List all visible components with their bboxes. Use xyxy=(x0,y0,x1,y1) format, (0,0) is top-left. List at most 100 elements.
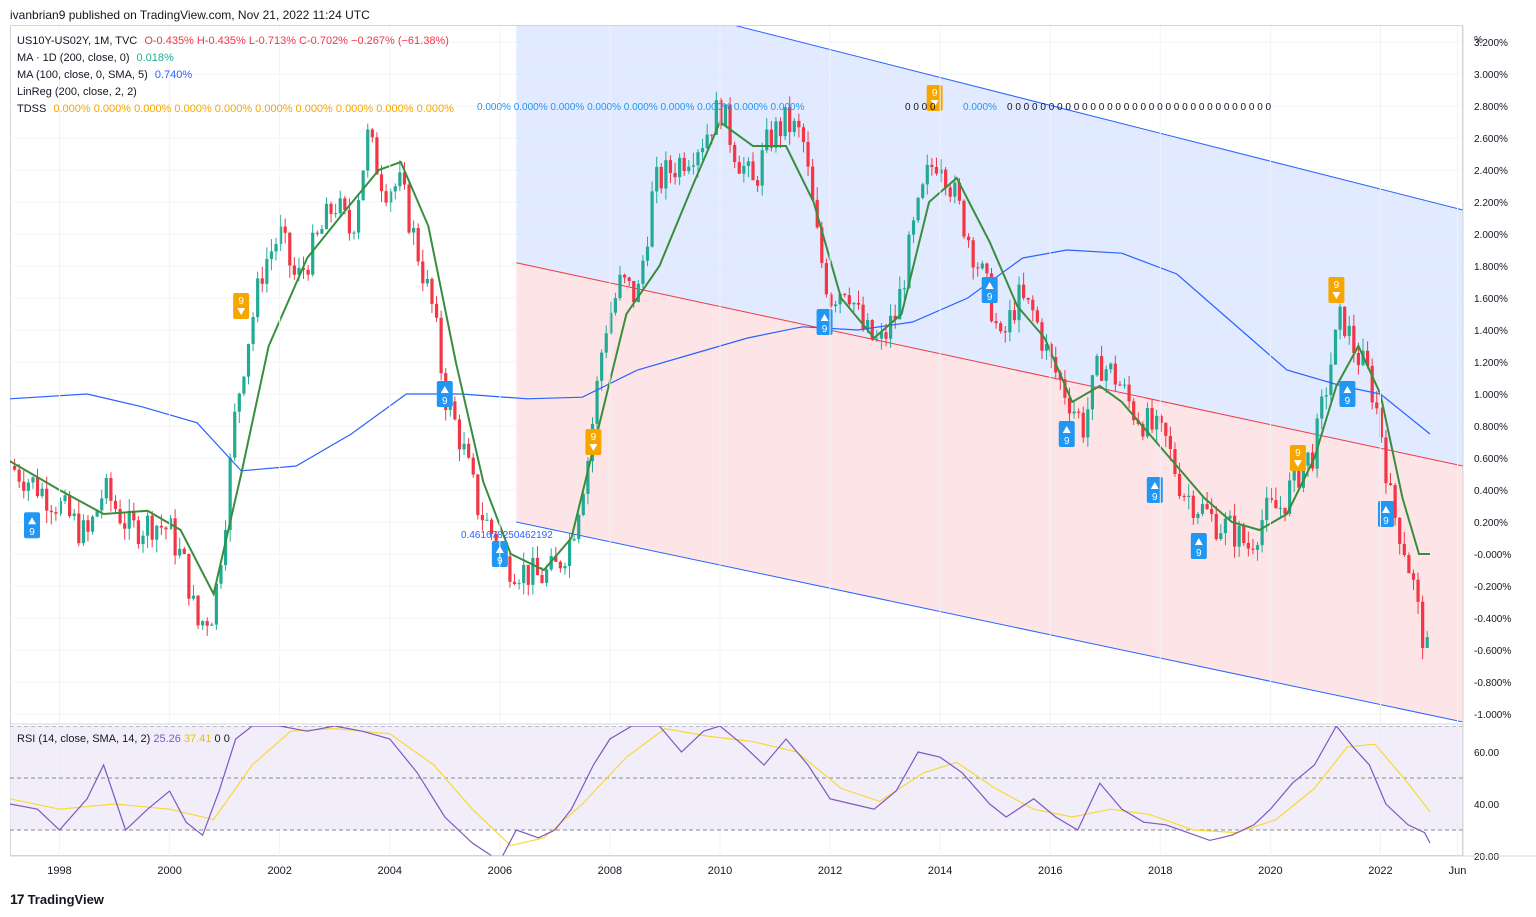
candle-body xyxy=(201,621,205,626)
candle-body xyxy=(558,561,562,569)
candle-body xyxy=(650,191,654,247)
candle-body xyxy=(86,520,90,532)
candle-body xyxy=(1040,322,1044,351)
tdss-marker-label: 9 xyxy=(987,292,993,303)
candle-body xyxy=(178,548,182,556)
tradingview-brand[interactable]: 17 TradingView xyxy=(10,891,104,907)
candle-body xyxy=(1168,435,1172,450)
candle-body xyxy=(439,317,443,374)
candle-body xyxy=(742,165,746,174)
candle-body xyxy=(393,186,397,192)
time-axis-tick: 2006 xyxy=(488,865,512,877)
legend-linreg-row[interactable]: LinReg (200, close, 2, 2) xyxy=(17,84,454,101)
rsi-legend[interactable]: RSI (14, close, SMA, 14, 2) 25.26 37.41 … xyxy=(17,733,230,745)
candle-body xyxy=(123,523,127,529)
candle-body xyxy=(352,232,356,234)
candle-body xyxy=(866,320,870,330)
candle-body xyxy=(1237,525,1241,547)
candle-body xyxy=(1008,310,1012,333)
candle-body xyxy=(540,575,544,583)
tdss-marker-label: 9 xyxy=(1064,436,1070,447)
legend-ma2-row[interactable]: MA (100, close, 0, SMA, 5) 0.740% xyxy=(17,67,454,84)
candle-body xyxy=(861,304,865,330)
candle-body xyxy=(1099,355,1104,381)
candle-body xyxy=(1352,325,1356,354)
tdss-marker-label: 9 xyxy=(442,396,448,407)
candle-body xyxy=(1228,515,1232,519)
candle-body xyxy=(338,198,342,214)
ohlc-open: O-0.435% xyxy=(144,35,194,47)
candle-body xyxy=(1384,437,1388,484)
candle-body xyxy=(109,477,113,501)
publisher-line: ivanbrian9 published on TradingView.com,… xyxy=(10,8,370,22)
legend-ma1-row[interactable]: MA · 1D (200, close, 0) 0.018% xyxy=(17,50,454,67)
candle-body xyxy=(531,557,535,585)
tdss-marker-label: 9 xyxy=(932,88,938,99)
candle-body xyxy=(1095,355,1099,376)
tdss-marker-sell xyxy=(585,429,602,455)
rsi-name: RSI (14, close, SMA, 14, 2) xyxy=(17,733,151,745)
candle-body xyxy=(820,227,824,264)
candle-body xyxy=(600,352,604,381)
candle-body xyxy=(1118,384,1122,386)
price-axis-tick: 2.800% xyxy=(1474,102,1508,113)
candle-body xyxy=(1278,507,1283,509)
tdss-marker-arrow xyxy=(985,282,994,289)
candle-body xyxy=(522,564,526,584)
candle-body xyxy=(655,166,659,192)
candle-body xyxy=(852,302,856,305)
candle-body xyxy=(1393,485,1397,518)
candle-body xyxy=(237,393,241,412)
candle-body xyxy=(430,278,434,304)
candle-body xyxy=(453,401,457,420)
candle-body xyxy=(90,516,95,532)
legend-tdss-row[interactable]: TDSS 0.000% 0.000% 0.000% 0.000% 0.000% 0… xyxy=(17,101,454,118)
candle-body xyxy=(155,525,159,540)
candle-body xyxy=(545,569,549,583)
candle-body xyxy=(1210,508,1214,514)
candle-body xyxy=(1425,637,1429,648)
main-pane: 999999999999999 xyxy=(10,26,1463,722)
candle-body xyxy=(1067,397,1072,414)
candle-body xyxy=(1411,573,1416,580)
candle-body xyxy=(343,198,347,210)
candle-body xyxy=(1182,496,1186,498)
candle-body xyxy=(508,556,512,582)
channel-upper-fill xyxy=(516,26,1463,466)
tdss-marker-buy xyxy=(981,277,998,303)
candle-body xyxy=(159,525,163,528)
candle-body xyxy=(1035,310,1039,323)
candle-body xyxy=(1370,365,1374,403)
candle-body xyxy=(687,166,691,172)
time-axis-tick: 2002 xyxy=(267,865,291,877)
candle-body xyxy=(801,127,806,143)
price-axis-tick: 0.600% xyxy=(1474,454,1508,465)
candle-body xyxy=(1104,369,1108,381)
candle-body xyxy=(31,477,35,483)
candle-body xyxy=(1003,331,1007,333)
tdss-marker-arrow xyxy=(1194,538,1203,545)
chart-legend: US10Y-US02Y, 1M, TVC O-0.435% H-0.435% L… xyxy=(17,33,454,118)
candle-body xyxy=(425,278,429,284)
candle-body xyxy=(1141,423,1145,437)
candle-body xyxy=(311,232,315,275)
candle-body xyxy=(489,519,494,534)
candle-body xyxy=(297,267,301,275)
candle-body xyxy=(971,240,975,268)
candle-body xyxy=(1416,579,1420,602)
candle-body xyxy=(389,191,393,203)
symbol-name[interactable]: US10Y-US02Y, 1M, TVC xyxy=(17,35,138,47)
candle-body xyxy=(1232,515,1237,547)
candle-body xyxy=(228,457,232,530)
candle-body xyxy=(356,200,361,233)
candle-body xyxy=(948,187,952,197)
candle-body xyxy=(63,495,67,502)
candle-body xyxy=(957,182,962,201)
time-axis-tick: 2010 xyxy=(708,865,732,877)
candle-body xyxy=(370,129,374,138)
tdss-tail-value: 0.000% xyxy=(963,102,997,113)
candle-body xyxy=(412,227,416,233)
candle-body xyxy=(265,258,269,284)
time-axis-tick: 2012 xyxy=(818,865,842,877)
